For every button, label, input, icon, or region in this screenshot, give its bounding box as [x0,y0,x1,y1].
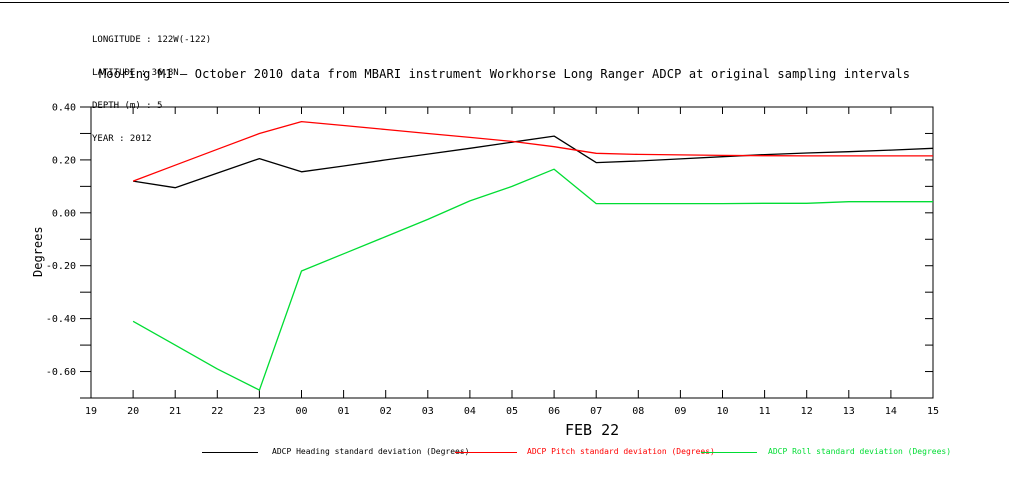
x-tick-label: 22 [211,406,223,417]
x-tick-label: 09 [674,406,686,417]
y-tick-label: 0.00 [52,208,76,219]
x-tick-label: 11 [759,406,771,417]
x-tick-label: 13 [843,406,855,417]
x-tick-label: 23 [253,406,265,417]
metadata-line-depth: DEPTH (m) : 5 [92,101,163,111]
x-tick-label: 01 [338,406,350,417]
x-tick-label: 05 [506,406,518,417]
x-tick-label: 10 [716,406,728,417]
series-line-heading [132,135,934,189]
y-tick-label: -0.20 [46,261,76,272]
y-tick-label: 0.20 [52,155,76,166]
top-border-line [0,2,1009,3]
x-tick-label: 14 [885,406,897,417]
y-tick-label: -0.40 [46,314,76,325]
y-tick-label: 0.40 [52,103,76,114]
metadata-line-latitude: LATITUDE : 36.8N [92,68,179,78]
x-tick-label: 15 [927,406,939,417]
y-tick-label: -0.60 [46,367,76,378]
legend-label-roll: ADCP Roll standard deviation (Degrees) [768,447,952,456]
metadata-line-year: YEAR : 2012 [92,134,152,144]
legend-line-roll [701,452,757,453]
x-tick-label: 21 [169,406,181,417]
series-line-pitch [132,120,933,182]
x-tick-label: 02 [380,406,392,417]
x-tick-label: 04 [464,406,476,417]
legend-line-pitch [455,452,517,453]
x-tick-label: 20 [127,406,139,417]
metadata-block: LONGITUDE : 122W(-122) LATITUDE : 36.8N … [92,13,211,167]
legend-line-heading [202,452,258,453]
x-tick-label: 06 [548,406,560,417]
x-tick-label: 19 [85,406,97,417]
chart-title: Mooring M1 — October 2010 data from MBAR… [98,67,911,81]
x-tick-label: 00 [295,406,307,417]
plot-border [90,106,934,399]
x-axis-date-label: FEB 22 [565,421,620,439]
series-line-roll [132,168,933,391]
x-tick-label: 03 [422,406,434,417]
legend-label-heading: ADCP Heading standard deviation (Degrees… [272,447,470,456]
x-tick-label: 08 [632,406,644,417]
metadata-line-longitude: LONGITUDE : 122W(-122) [92,35,212,45]
legend-label-pitch: ADCP Pitch standard deviation (Degrees) [527,447,715,456]
x-tick-label: 12 [801,406,813,417]
x-tick-label: 07 [590,406,602,417]
